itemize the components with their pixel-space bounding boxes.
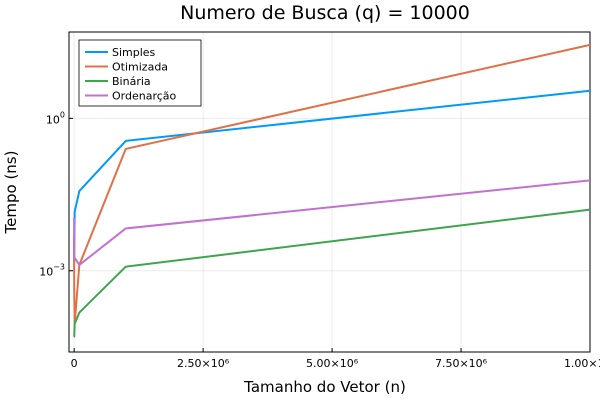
- x-tick-labels: 0 2.50×10⁶ 5.00×10⁶ 7.50×10⁶ 1.00×10⁷: [71, 357, 600, 370]
- plot-area-frame: [68, 31, 591, 353]
- x-tick-label: 5.00×10⁶: [306, 357, 359, 370]
- y-tick-label: 100: [46, 110, 65, 126]
- y-tick-base: 10: [39, 266, 53, 279]
- y-tick-exponent: 0: [60, 110, 65, 119]
- x-axis-label: Tamanho do Vetor (n): [243, 378, 406, 396]
- series-line-bin-ria: [73, 208, 591, 338]
- x-tick-label: 2.50×10⁶: [177, 357, 230, 370]
- y-axis-label: Tempo (ns): [2, 151, 20, 235]
- series-line-ordenar-o: [73, 179, 591, 266]
- legend-label: Ordenarção: [112, 90, 177, 103]
- chart-title: Numero de Busca (q) = 10000: [180, 2, 470, 24]
- x-tick-label: 1.00×10⁷: [564, 357, 600, 370]
- series-lines: [73, 43, 591, 338]
- legend-label: Binária: [112, 75, 151, 88]
- y-tick-base: 10: [46, 113, 60, 126]
- legend-label: Otimizada: [112, 61, 168, 74]
- x-tick-label: 0: [71, 357, 78, 370]
- y-tick-exponent: −3: [53, 263, 65, 272]
- x-tick-label: 7.50×10⁶: [435, 357, 488, 370]
- legend-label: Simples: [112, 46, 156, 59]
- y-tick-label: 10−3: [39, 263, 65, 279]
- tick-marks: [69, 117, 591, 352]
